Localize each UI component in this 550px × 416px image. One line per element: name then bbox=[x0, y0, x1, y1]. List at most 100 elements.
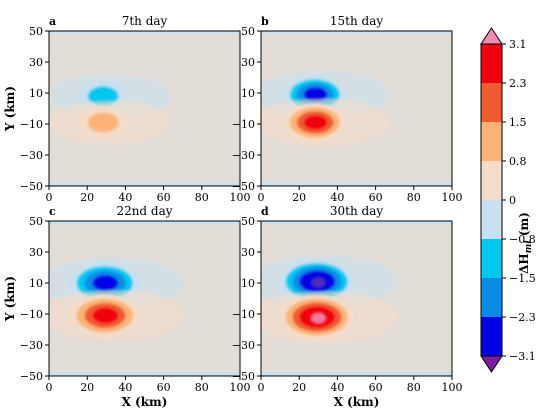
x-tick-label: 40 bbox=[118, 381, 132, 394]
y-tick-label: −50 bbox=[232, 370, 255, 383]
boundary-strip-top bbox=[261, 31, 452, 34]
y-tick-label: 50 bbox=[29, 215, 43, 228]
x-tick-label: 100 bbox=[442, 191, 463, 204]
y-tick-label: −10 bbox=[20, 308, 43, 321]
y-tick-label: 50 bbox=[241, 215, 255, 228]
x-tick-label: 0 bbox=[258, 381, 265, 394]
x-tick-label: 0 bbox=[258, 191, 265, 204]
colorbar-tick-label: 1.5 bbox=[509, 116, 527, 129]
y-tick-label: 10 bbox=[29, 87, 43, 100]
colorbar-segment bbox=[481, 200, 502, 240]
colorbar-tick-label: −1.5 bbox=[509, 272, 536, 285]
y-tick-label: 10 bbox=[29, 277, 43, 290]
x-tick-label: 80 bbox=[195, 191, 209, 204]
panel-b-field bbox=[261, 31, 452, 186]
x-tick-label: 80 bbox=[407, 381, 421, 394]
colorbar-tick-label: 0 bbox=[509, 194, 516, 207]
colorbar-extend-high bbox=[480, 27, 503, 45]
panel-a: 0 20 40 60 80 100 50 30 10 −10 −30 −50 a 7th day Y (km… bbox=[3, 14, 251, 204]
boundary-strip-top bbox=[49, 31, 240, 34]
colorbar-tick-label: 2.3 bbox=[509, 77, 527, 90]
y-tick-label: −30 bbox=[20, 149, 43, 162]
panel-title: 7th day bbox=[122, 14, 168, 28]
colorbar-segment bbox=[481, 83, 502, 123]
colorbar-segment bbox=[481, 239, 502, 279]
x-tick-label: 100 bbox=[230, 191, 251, 204]
y-tick-label: 10 bbox=[241, 87, 255, 100]
colorbar-tick-label: −2.3 bbox=[509, 311, 536, 324]
x-tick-label: 100 bbox=[442, 381, 463, 394]
y-tick-label: −10 bbox=[20, 118, 43, 131]
x-tick-label: 60 bbox=[157, 381, 171, 394]
positive-anomaly bbox=[261, 290, 398, 344]
x-tick-label: 20 bbox=[80, 191, 94, 204]
colorbar-segment bbox=[481, 44, 502, 84]
positive-anomaly bbox=[261, 98, 391, 147]
x-axis-label: X (km) bbox=[122, 395, 168, 409]
colorbar-tick-label: 0.8 bbox=[509, 155, 527, 168]
panel-d: 0 20 40 60 80 100 50 30 10 −10 −30 −50 d 30th day X (k… bbox=[232, 204, 463, 409]
panel-a-field bbox=[49, 31, 240, 186]
positive-anomaly bbox=[49, 100, 172, 145]
y-axis-label: Y (km) bbox=[3, 86, 17, 132]
panel-c-field bbox=[49, 221, 240, 376]
positive-anomaly bbox=[49, 289, 185, 342]
boundary-strip-top bbox=[49, 221, 240, 224]
boundary-strip-bottom bbox=[261, 182, 452, 186]
x-tick-label: 100 bbox=[230, 381, 251, 394]
colorbar-label: ΔHml (m) bbox=[517, 212, 534, 274]
x-tick-label: 20 bbox=[292, 191, 306, 204]
y-axis-label: Y (km) bbox=[3, 276, 17, 322]
panel-frame bbox=[260, 220, 453, 377]
y-tick-label: 50 bbox=[241, 25, 255, 38]
y-tick-label: 30 bbox=[29, 56, 43, 69]
x-tick-label: 0 bbox=[46, 381, 53, 394]
panel-letter: a bbox=[49, 15, 56, 28]
x-tick-label: 80 bbox=[195, 381, 209, 394]
x-tick-label: 0 bbox=[46, 191, 53, 204]
x-axis-label: X (km) bbox=[334, 395, 380, 409]
panel-frame bbox=[260, 30, 453, 187]
y-tick-label: 30 bbox=[29, 246, 43, 259]
colorbar-tick-label: 3.1 bbox=[509, 38, 527, 51]
y-tick-label: −30 bbox=[232, 149, 255, 162]
panel-title: 30th day bbox=[330, 204, 383, 218]
x-tick-label: 20 bbox=[80, 381, 94, 394]
y-tick-label: −10 bbox=[232, 308, 255, 321]
panel-frame bbox=[48, 30, 241, 187]
panel-b: 0 20 40 60 80 100 50 30 10 −10 −30 −50 b 15th day bbox=[232, 14, 463, 204]
colorbar-extend-low bbox=[480, 355, 503, 373]
y-tick-label: −50 bbox=[20, 180, 43, 193]
y-tick-label: −50 bbox=[232, 180, 255, 193]
panel-d-field bbox=[261, 221, 452, 376]
boundary-strip-bottom bbox=[261, 372, 452, 376]
colorbar-tick-label: −3.1 bbox=[509, 350, 536, 363]
x-tick-label: 60 bbox=[157, 191, 171, 204]
x-tick-label: 40 bbox=[330, 191, 344, 204]
panel-title: 22nd day bbox=[116, 204, 172, 218]
panel-letter: b bbox=[261, 15, 269, 28]
y-tick-label: −10 bbox=[232, 118, 255, 131]
y-tick-label: 30 bbox=[241, 56, 255, 69]
boundary-strip-bottom bbox=[49, 182, 240, 186]
panel-c: 0 20 40 60 80 100 50 30 10 −10 −30 −50 c 22nd day Y (k… bbox=[3, 204, 251, 409]
colorbar-segment bbox=[481, 317, 502, 357]
y-tick-label: 10 bbox=[241, 277, 255, 290]
boundary-strip-bottom bbox=[49, 372, 240, 376]
x-tick-label: 60 bbox=[369, 191, 383, 204]
x-tick-label: 40 bbox=[118, 191, 132, 204]
x-tick-label: 20 bbox=[292, 381, 306, 394]
y-tick-label: −50 bbox=[20, 370, 43, 383]
x-tick-label: 60 bbox=[369, 381, 383, 394]
panel-letter: c bbox=[49, 205, 56, 218]
colorbar-segment bbox=[481, 161, 502, 201]
panel-title: 15th day bbox=[330, 14, 383, 28]
y-tick-label: 50 bbox=[29, 25, 43, 38]
x-tick-label: 80 bbox=[407, 191, 421, 204]
y-tick-label: −30 bbox=[20, 339, 43, 352]
y-tick-label: 30 bbox=[241, 246, 255, 259]
x-tick-label: 40 bbox=[330, 381, 344, 394]
y-tick-label: −30 bbox=[232, 339, 255, 352]
colorbar-tick-label: −0.8 bbox=[509, 233, 536, 246]
